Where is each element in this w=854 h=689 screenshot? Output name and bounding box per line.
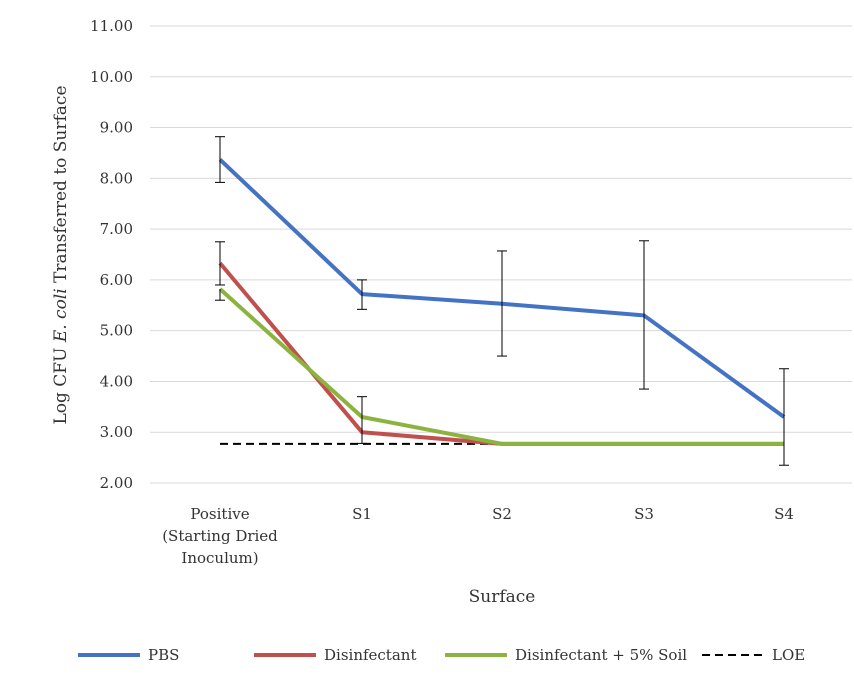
y-tick-label: 9.00 (100, 119, 133, 137)
y-tick-label: 11.00 (90, 17, 133, 35)
legend-label-pbs: PBS (148, 646, 179, 664)
y-axis-title-italic: E. coli (51, 288, 71, 343)
x-axis-title: Surface (469, 587, 536, 607)
error-bars (215, 136, 789, 466)
y-axis-tick-labels: 2.00 3.00 4.00 5.00 6.00 7.00 8.00 9.00 10.00 11.… (90, 17, 133, 492)
y-axis-title: Log CFU E. coli Transferred to Surface (51, 85, 71, 424)
x-tick-label-line: Inoculum) (181, 549, 258, 567)
y-axis-title-prefix: Log CFU (51, 342, 71, 424)
x-tick-label: Positive (Starting Dried Inoculum) (162, 505, 278, 567)
y-tick-label: 8.00 (100, 169, 133, 187)
legend-label-disinfectant-5-soil: Disinfectant + 5% Soil (515, 646, 687, 664)
x-tick-label: S3 (634, 505, 654, 523)
x-tick-label-line: S4 (774, 505, 794, 523)
x-axis-tick-labels: Positive (Starting Dried Inoculum) S1 S2 S3 S4 (162, 505, 794, 567)
series-line-disinfectant-5-soil (218, 287, 784, 446)
x-tick-label: S4 (774, 505, 794, 523)
legend: PBS Disinfectant Disinfectant + 5% Soil LOE (78, 646, 805, 664)
gridlines (150, 25, 852, 484)
y-tick-label: 2.00 (100, 474, 133, 492)
y-tick-label: 4.00 (100, 372, 133, 390)
x-tick-label-line: S2 (492, 505, 512, 523)
x-tick-label: S2 (492, 505, 512, 523)
y-axis-title-suffix: Transferred to Surface (51, 85, 71, 288)
y-tick-label: 10.00 (90, 68, 133, 86)
legend-label-loe: LOE (772, 646, 805, 664)
x-tick-label-line: S3 (634, 505, 654, 523)
y-tick-label: 5.00 (100, 322, 133, 340)
y-tick-label: 3.00 (100, 423, 133, 441)
x-tick-label-line: S1 (352, 505, 372, 523)
x-tick-label-line: (Starting Dried (162, 527, 278, 545)
y-tick-label: 7.00 (100, 220, 133, 238)
x-tick-label: S1 (352, 505, 372, 523)
x-tick-label-line: Positive (190, 505, 249, 523)
y-tick-label: 6.00 (100, 271, 133, 289)
legend-label-disinfectant: Disinfectant (324, 646, 416, 664)
